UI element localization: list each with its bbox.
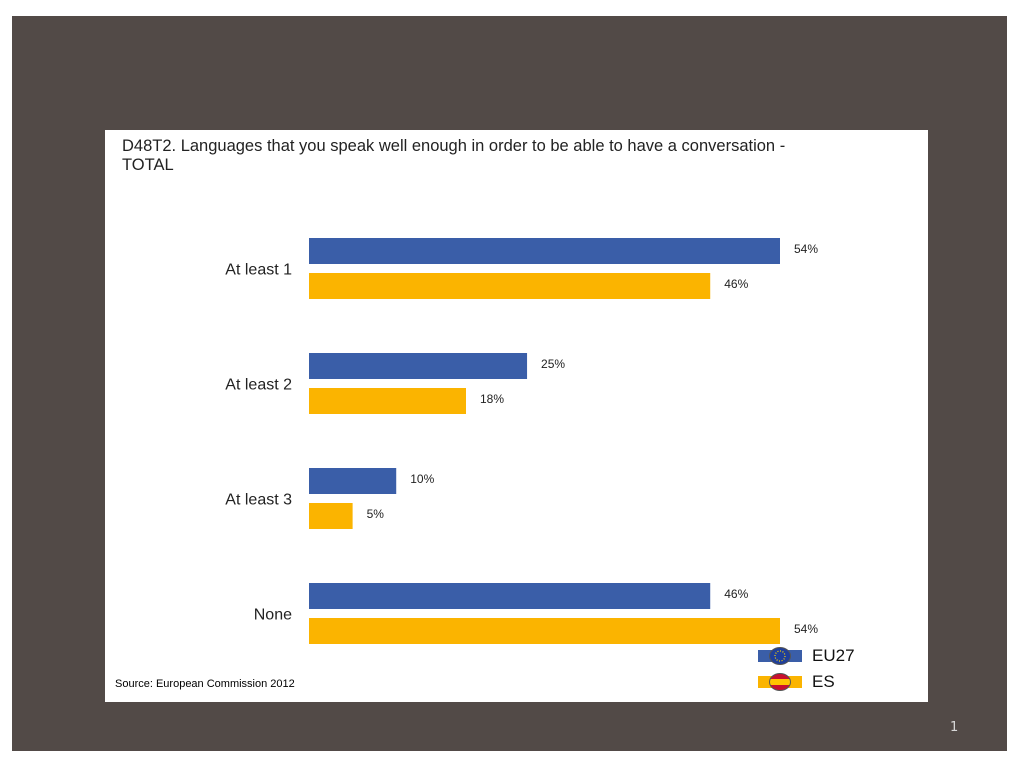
data-label: 10% <box>410 472 434 486</box>
spain-flag-icon <box>758 673 802 691</box>
bar-eu27 <box>309 468 397 494</box>
data-label: 46% <box>724 277 748 291</box>
bar-es <box>309 388 466 414</box>
category-label: None <box>254 607 292 624</box>
legend-item-es: ES <box>758 672 835 692</box>
bar-eu27 <box>309 238 780 264</box>
bar-eu27 <box>309 353 528 379</box>
data-label: 46% <box>724 587 748 601</box>
eu-flag-icon <box>758 647 802 665</box>
spain-flag-disc <box>769 673 791 691</box>
data-label: 25% <box>541 357 565 371</box>
bar-es <box>309 618 780 644</box>
eu-flag-disc <box>769 647 791 665</box>
bar-chart: At least 1 54% 46% At least 2 25% 18% At least… <box>225 238 818 644</box>
bar-eu27 <box>309 583 711 609</box>
data-label: 18% <box>480 392 504 406</box>
chart-title: D48T2. Languages that you speak well eno… <box>122 137 786 174</box>
category-label: At least 1 <box>225 262 292 279</box>
legend-label-es: ES <box>812 672 835 691</box>
data-label: 5% <box>367 507 385 521</box>
category-label: At least 3 <box>225 492 292 509</box>
page-number: 1 <box>950 720 959 735</box>
category-label: At least 2 <box>225 377 292 394</box>
bar-es <box>309 503 353 529</box>
data-label: 54% <box>794 242 818 256</box>
data-label: 54% <box>794 622 818 636</box>
legend-item-eu27: EU27 <box>758 646 855 666</box>
source-note: Source: European Commission 2012 <box>115 678 295 690</box>
bar-es <box>309 273 711 299</box>
legend-label-eu27: EU27 <box>812 646 855 665</box>
